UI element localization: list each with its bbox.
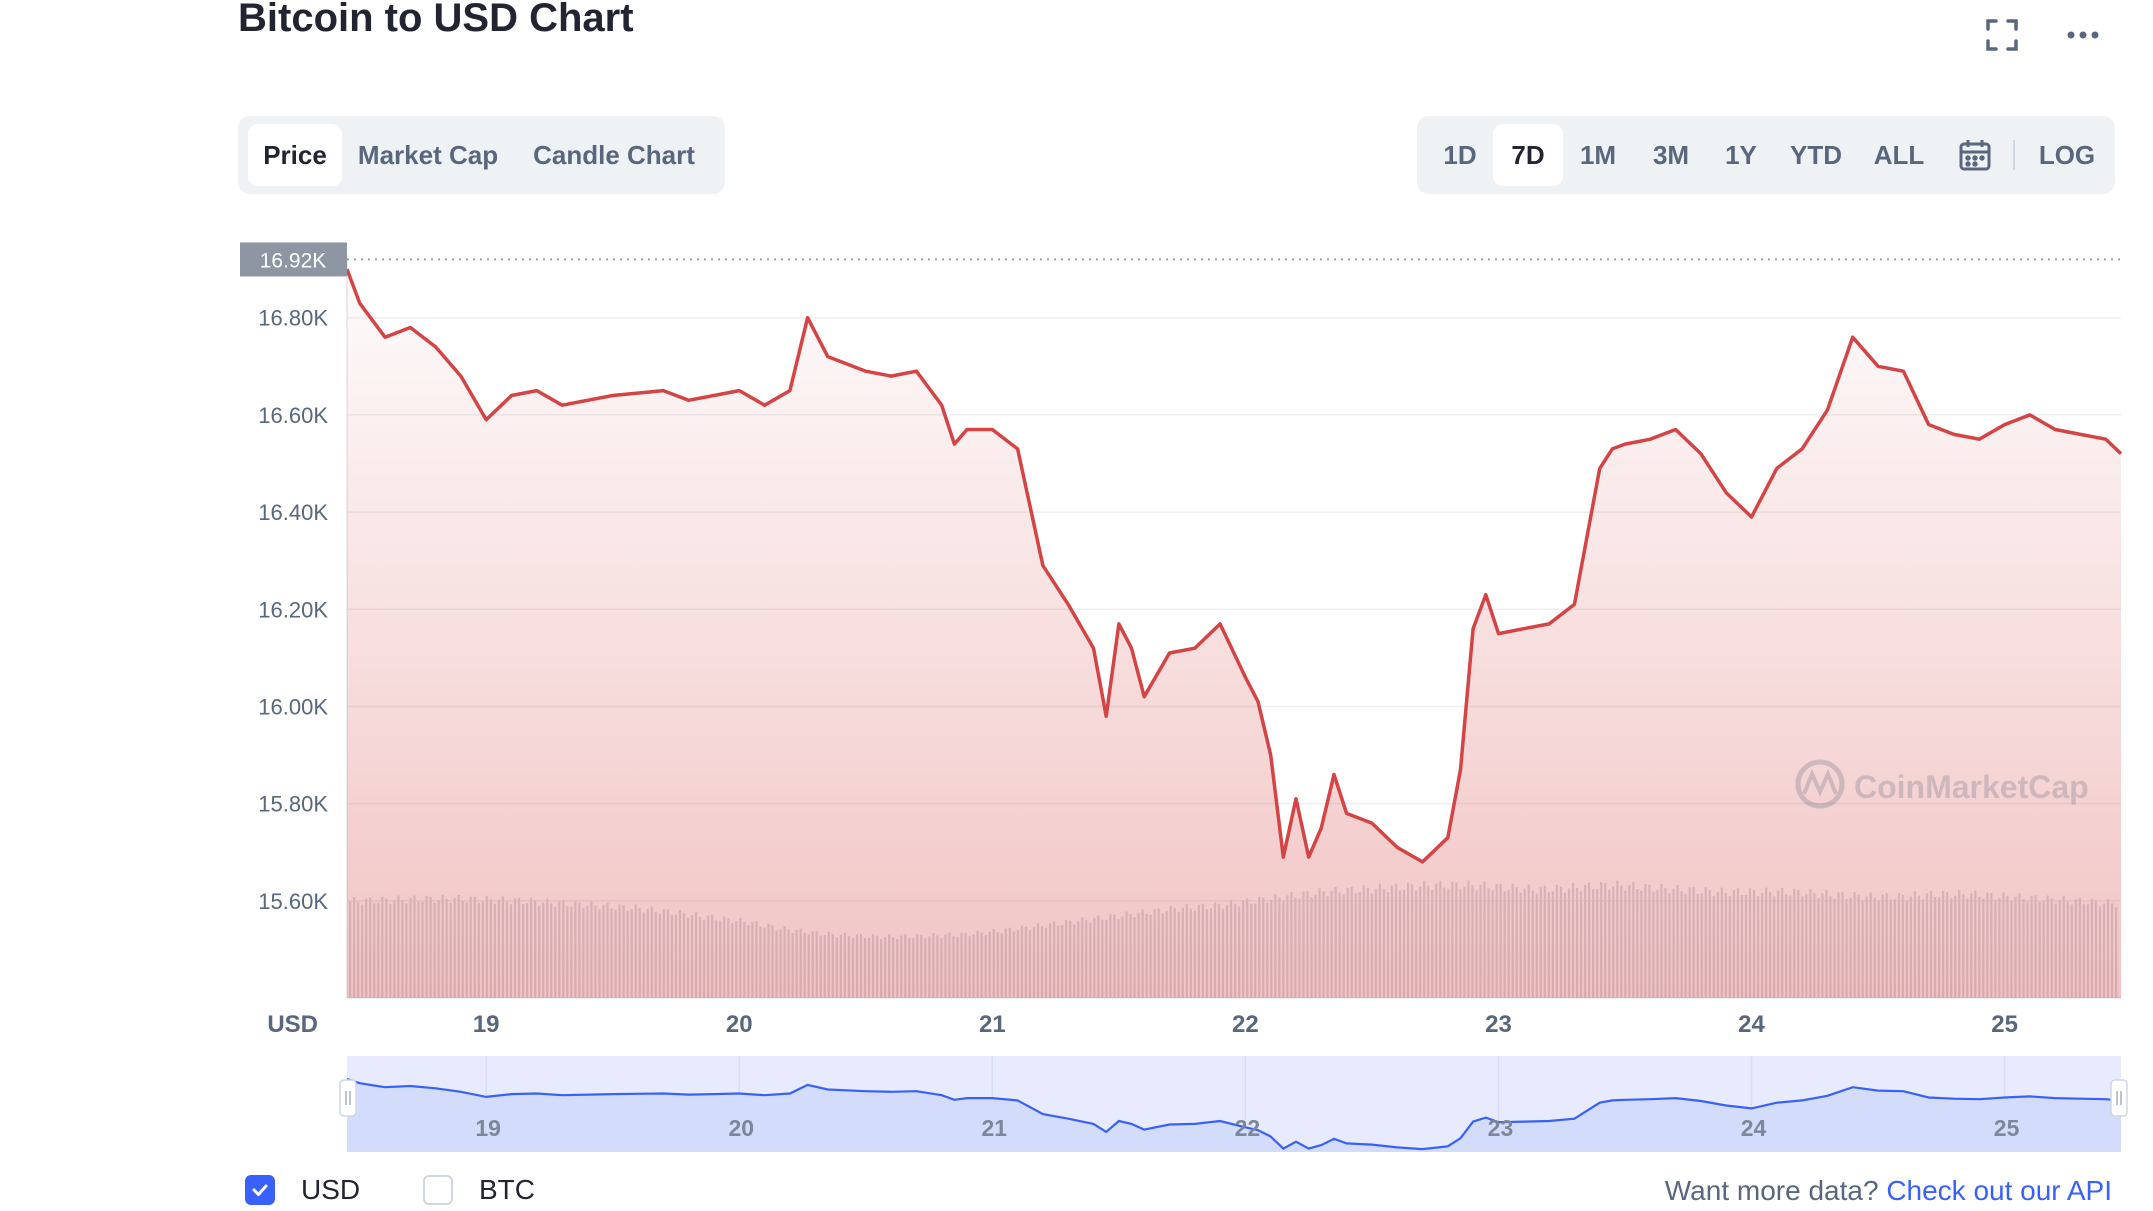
time-range-tabs: 1D 7D 1M 3M 1Y YTD ALL LOG	[1417, 116, 2115, 194]
range-divider	[2013, 140, 2015, 170]
navigator-x-tick-label: 19	[475, 1115, 501, 1141]
y-axis: 15.60K 15.80K 16.00K 16.20K 16.40K 16.60K 16.8…	[258, 306, 328, 914]
chart-title: Bitcoin to USD Chart	[238, 0, 634, 40]
x-tick-label: 20	[726, 1011, 753, 1038]
x-tick-label: 19	[473, 1011, 500, 1038]
x-tick-label: 25	[1991, 1011, 2018, 1038]
y-axis-unit-label: USD	[267, 1011, 318, 1038]
log-scale-toggle[interactable]: LOG	[2038, 140, 2096, 170]
usd-checkbox[interactable]	[245, 1175, 275, 1205]
coinmarketcap-watermark: CoinMarketCap	[1795, 759, 2089, 809]
price-line	[345, 268, 2123, 864]
range-1y[interactable]: 1Y	[1725, 140, 1757, 170]
more-dots-icon[interactable]	[2058, 10, 2108, 60]
range-1m[interactable]: 1M	[1579, 140, 1617, 170]
api-link[interactable]: Check out our API	[1886, 1175, 2112, 1206]
navigator-x-tick-label: 21	[982, 1115, 1008, 1141]
calendar-icon[interactable]	[1947, 124, 2003, 186]
x-tick-label: 22	[1232, 1011, 1259, 1038]
x-tick-label: 21	[979, 1011, 1006, 1038]
y-tick-label: 16.80K	[258, 306, 328, 331]
x-tick-label: 24	[1738, 1011, 1765, 1038]
tab-price[interactable]: Price	[248, 124, 342, 186]
y-tick-label: 16.40K	[258, 500, 328, 525]
y-tick-label: 16.60K	[258, 403, 328, 428]
range-navigator: 19 20 21 22 23 24 25	[339, 1056, 2128, 1152]
range-1d[interactable]: 1D	[1443, 140, 1477, 170]
price-area-fill	[347, 269, 2121, 998]
x-tick-label: 23	[1485, 1011, 1512, 1038]
usd-option[interactable]: USD	[245, 1174, 360, 1206]
range-ytd[interactable]: YTD	[1790, 140, 1842, 170]
watermark-text: CoinMarketCap	[1854, 769, 2089, 805]
range-handle-left-icon	[339, 1079, 357, 1117]
navigator-x-tick-label: 24	[1741, 1115, 1767, 1141]
api-promo: Want more data? Check out our API	[1665, 1175, 2112, 1207]
api-prompt: Want more data?	[1664, 1175, 1879, 1206]
fullscreen-icon[interactable]	[1977, 10, 2027, 60]
coinmarketcap-logo-icon	[1795, 759, 1845, 809]
usd-label: USD	[301, 1174, 361, 1205]
navigator-x-tick-label: 23	[1488, 1115, 1514, 1141]
y-tick-label: 16.00K	[258, 694, 328, 719]
range-7d[interactable]: 7D	[1493, 124, 1563, 186]
x-axis: 19 20 21 22 23 24 25	[473, 1011, 2018, 1038]
y-tick-label: 16.20K	[258, 597, 328, 622]
btc-option[interactable]: BTC	[423, 1174, 535, 1206]
range-3m[interactable]: 3M	[1652, 140, 1690, 170]
current-price-badge: 16.92K	[240, 242, 347, 277]
y-tick-label: 15.60K	[258, 889, 328, 914]
checkmark-icon	[252, 1184, 268, 1196]
btc-label: BTC	[479, 1174, 535, 1205]
chart-type-tabs: Price Market Cap Candle Chart	[238, 116, 725, 194]
tab-market-cap[interactable]: Market Cap	[357, 140, 499, 170]
current-price-label: 16.92K	[260, 249, 327, 272]
navigator-x-tick-label: 20	[728, 1115, 754, 1141]
tab-candle-chart[interactable]: Candle Chart	[533, 140, 695, 170]
range-handle-right-icon	[2110, 1079, 2128, 1117]
navigator-x-tick-label: 22	[1235, 1115, 1261, 1141]
navigator-x-tick-label: 25	[1994, 1115, 2020, 1141]
btc-checkbox[interactable]	[423, 1175, 453, 1205]
range-all[interactable]: ALL	[1873, 140, 1925, 170]
y-tick-label: 15.80K	[258, 792, 328, 817]
